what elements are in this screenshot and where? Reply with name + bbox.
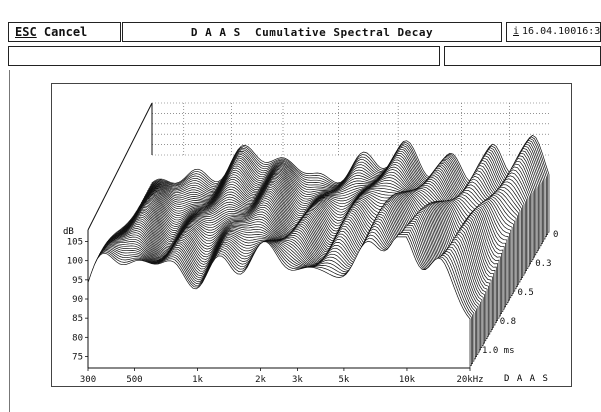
y-tick-label: 90 [72, 295, 83, 305]
y-tick-label: 100 [67, 257, 83, 267]
y-tick-label: 75 [72, 353, 83, 363]
y-tick-label: 105 [67, 238, 83, 248]
y-tick-label: 80 [72, 333, 83, 343]
x-tick-label: 500 [126, 375, 142, 385]
window-title-text: D A A S Cumulative Spectral Decay [190, 26, 434, 39]
z-tick-label: 0.8 [500, 317, 516, 327]
message-field-left [8, 46, 440, 66]
datetime-text: 16.04.10016:30 [522, 26, 601, 37]
decay-slice [87, 236, 471, 369]
x-tick-label: 1k [192, 375, 203, 385]
x-tick-label: 300 [80, 375, 96, 385]
x-tick-label: 20kHz [456, 375, 483, 385]
cancel-button[interactable]: ESC Cancel [8, 22, 121, 42]
window-title: D A A S Cumulative Spectral Decay [122, 22, 502, 42]
x-tick-label: 5k [338, 375, 349, 385]
y-tick-label: 85 [72, 314, 83, 324]
y-tick-label: 95 [72, 276, 83, 286]
brand-label: D A A S [504, 374, 549, 384]
cancel-label: Cancel [43, 25, 88, 39]
left-edge-rule [9, 70, 10, 412]
x-tick-label: 2k [255, 375, 266, 385]
decay-slices [87, 134, 550, 369]
chart-axes: 105 100 95 90 85 80 75 300 500 1k 2k 3k 5k 10k 20kHz 0 0… [67, 230, 558, 385]
info-key-label: i [513, 26, 520, 37]
z-tick-label: 0 [553, 230, 558, 240]
esc-key-label: ESC [15, 25, 37, 39]
y-unit-label: dB [63, 227, 74, 237]
x-tick-label: 10k [399, 375, 416, 385]
depth-edge-top [87, 102, 153, 231]
x-tick-label: 3k [292, 375, 303, 385]
z-tick-label: 0.5 [518, 288, 534, 298]
z-tick-label: 1.0 ms [482, 346, 515, 356]
z-tick-label: 0.3 [535, 259, 551, 269]
